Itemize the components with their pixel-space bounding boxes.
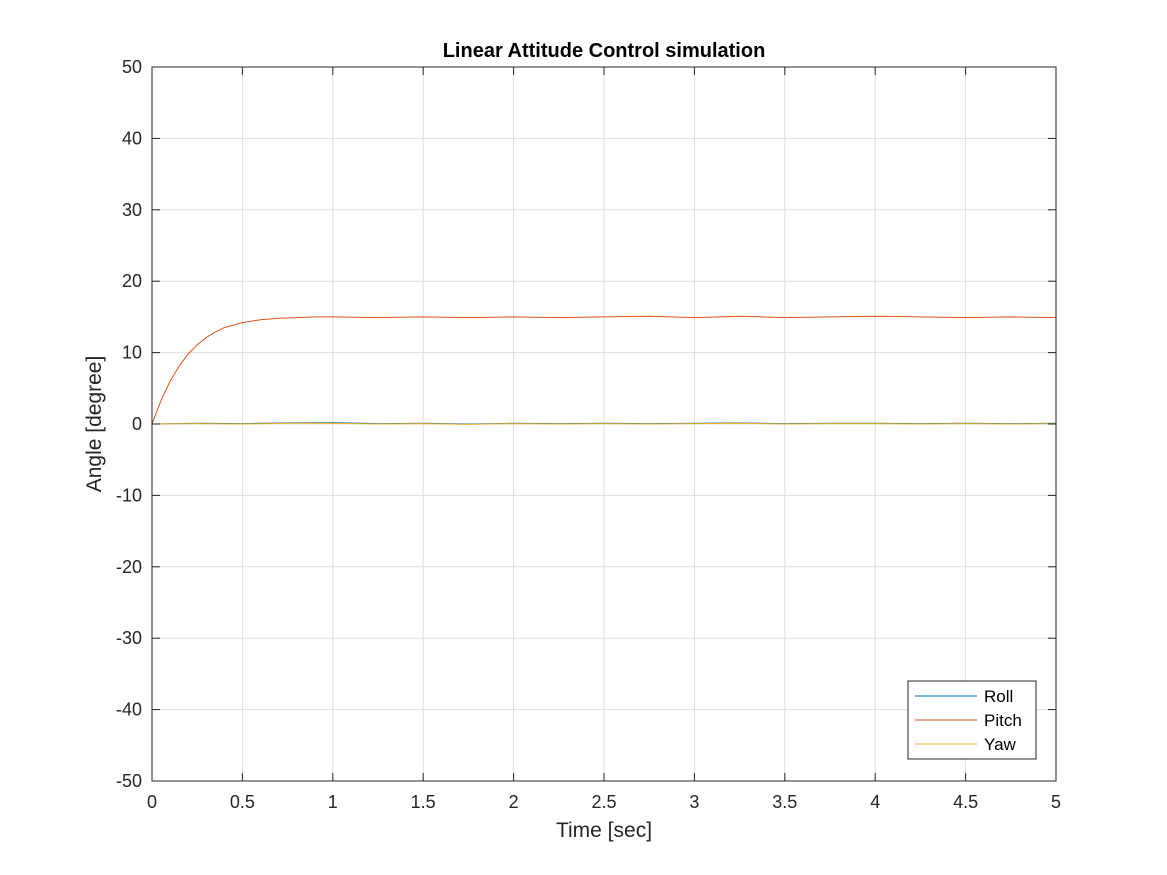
y-tick-label: 0 xyxy=(132,414,142,434)
legend-label-pitch: Pitch xyxy=(984,711,1022,730)
y-tick-label: 30 xyxy=(122,200,142,220)
x-tick-label: 1 xyxy=(328,792,338,812)
x-tick-label: 0.5 xyxy=(230,792,255,812)
y-tick-label: 40 xyxy=(122,128,142,148)
legend-label-roll: Roll xyxy=(984,687,1013,706)
tick-labels: 0 0.5 1 1.5 2 2.5 3 3.5 4 4.5 5 -50 -40 -30 -20 -10 0 10 2… xyxy=(116,57,1061,812)
y-axis-label: Angle [degree] xyxy=(83,356,106,493)
x-tick-label: 0 xyxy=(147,792,157,812)
y-tick-label: -20 xyxy=(116,557,142,577)
series-layer xyxy=(151,315,1057,425)
y-tick-label: -10 xyxy=(116,485,142,505)
legend-label-yaw: Yaw xyxy=(984,735,1017,754)
x-tick-label: 5 xyxy=(1051,792,1061,812)
y-tick-label: 50 xyxy=(122,57,142,77)
x-tick-label: 4 xyxy=(870,792,880,812)
y-tick-label: -30 xyxy=(116,628,142,648)
chart-title: Linear Attitude Control simulation xyxy=(443,40,766,62)
series-line-pitch xyxy=(151,315,1057,425)
y-tick-label: 20 xyxy=(122,271,142,291)
y-tick-label: -40 xyxy=(116,700,142,720)
x-tick-label: 2 xyxy=(509,792,519,812)
x-tick-label: 2.5 xyxy=(591,792,616,812)
legend: Roll Pitch Yaw xyxy=(907,680,1037,760)
x-tick-label: 3 xyxy=(689,792,699,812)
series-line-yaw xyxy=(151,422,1057,425)
x-axis-label: Time [sec] xyxy=(556,819,652,842)
x-tick-label: 3.5 xyxy=(772,792,797,812)
y-tick-label: 10 xyxy=(122,343,142,363)
ticks xyxy=(151,66,1057,782)
x-tick-label: 1.5 xyxy=(411,792,436,812)
x-tick-label: 4.5 xyxy=(953,792,978,812)
y-tick-label: -50 xyxy=(116,771,142,791)
